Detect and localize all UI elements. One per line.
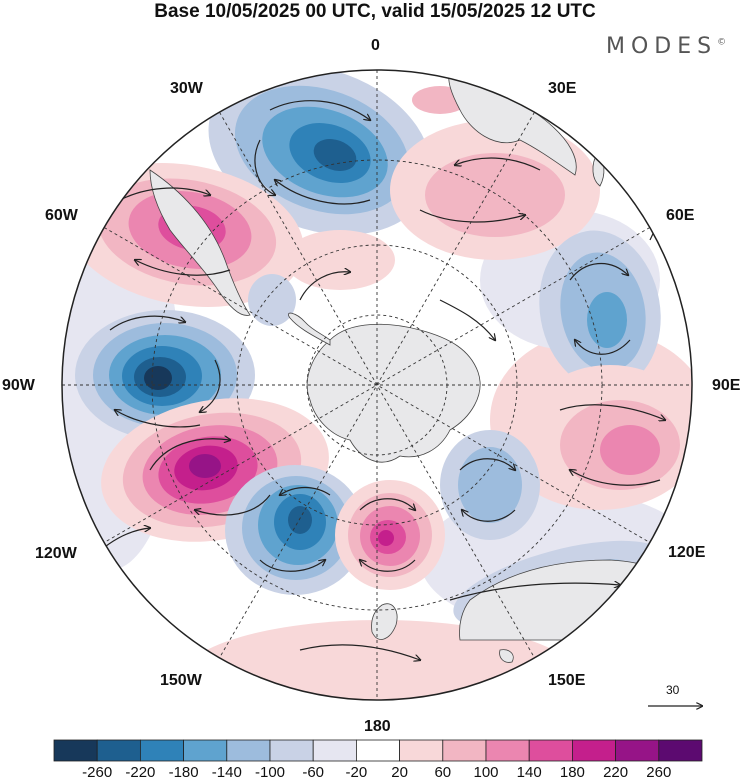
colorbar-swatch — [528, 739, 573, 762]
streamline — [299, 272, 350, 301]
colorbar-swatch — [183, 739, 228, 762]
colorbar-tick-label: -140 — [211, 764, 242, 781]
colorbar-tick-label: 60 — [434, 764, 452, 781]
colorbar-tick-label: 180 — [559, 764, 585, 781]
colorbar-tick-label: -220 — [125, 764, 156, 781]
lon-label-150w: 150W — [160, 672, 202, 689]
antarctica — [306, 323, 481, 463]
streamline — [459, 458, 515, 470]
streamline — [569, 262, 628, 281]
streamline — [570, 470, 661, 486]
lon-label-30w: 30W — [170, 80, 203, 97]
colorbar-tick-label: 140 — [516, 764, 542, 781]
lon-label-120e: 120E — [668, 544, 706, 561]
lon-label-120w: 120W — [35, 545, 77, 562]
colorbar-tick-label: -180 — [168, 764, 199, 781]
new-zealand — [371, 603, 398, 640]
streamline — [455, 157, 541, 171]
streamline — [275, 180, 371, 205]
chart-title: Base 10/05/2025 00 UTC, valid 15/05/2025… — [154, 1, 596, 22]
streamline — [115, 410, 201, 428]
colorbar-tick-label: -100 — [254, 764, 286, 781]
streamline — [280, 486, 331, 496]
colorbar-tick-label: 260 — [646, 764, 672, 781]
anomaly-ridge-ross-sea — [335, 480, 445, 590]
streamline — [575, 340, 631, 355]
lon-label-30e: 30E — [548, 80, 577, 97]
streamline — [449, 583, 620, 601]
colorbar-tick-label: -260 — [82, 764, 113, 781]
tasmania — [499, 649, 514, 663]
streamline — [559, 404, 665, 420]
colorbar-swatch — [226, 739, 271, 762]
colorbar — [53, 739, 703, 762]
streamline — [359, 498, 415, 510]
streamline — [269, 100, 370, 120]
colorbar-tick-label: 220 — [603, 764, 629, 781]
streamline — [439, 299, 495, 340]
anomaly-bg-positive-south — [180, 620, 580, 700]
streamline — [299, 644, 420, 660]
streamline — [119, 187, 210, 201]
brand-logo: MODES© — [606, 34, 727, 59]
streamline — [195, 494, 271, 516]
anomaly-trough-south-pacific-west — [75, 310, 255, 440]
colorbar-swatch — [485, 739, 530, 762]
streamline — [419, 209, 525, 223]
colorbar-swatch — [269, 739, 314, 762]
antarctic-peninsula — [288, 312, 331, 346]
colorbar-tick-label: 20 — [391, 764, 408, 781]
colorbar-swatch — [399, 739, 444, 762]
streamline — [149, 439, 230, 471]
streamline — [200, 359, 221, 412]
map-frame — [61, 69, 693, 701]
colorbar-swatch — [312, 739, 357, 762]
colorbar-swatch — [442, 739, 487, 762]
streamline — [259, 560, 325, 572]
reference-vector-label: 30 — [666, 683, 680, 697]
lon-label-150e: 150E — [548, 672, 586, 689]
lon-label-0: 0 — [371, 37, 380, 54]
graticule — [62, 70, 692, 700]
colorbar-swatch — [96, 739, 141, 762]
anomaly-trough-indian-ocean — [539, 230, 661, 390]
streamline — [360, 560, 416, 572]
south-america — [149, 169, 251, 316]
colorbar-swatch — [53, 739, 98, 762]
lon-label-60e: 60E — [666, 207, 695, 224]
colorbar-tick-label: -60 — [302, 764, 325, 781]
colorbar-swatch — [572, 739, 617, 762]
anomaly-trough-pacific — [225, 465, 365, 595]
lon-label-90e: 90E — [712, 377, 741, 394]
streamline — [254, 139, 275, 195]
lon-label-60w: 60W — [45, 207, 78, 224]
colorbar-swatch — [139, 739, 184, 762]
colorbar-swatch — [615, 739, 660, 762]
colorbar-swatch — [658, 739, 703, 762]
streamline — [135, 260, 231, 276]
colorbar-tick-label: -20 — [345, 764, 368, 781]
colorbar-tick-label: 100 — [473, 764, 499, 781]
colorbar-swatch — [355, 739, 400, 762]
streamline — [462, 510, 516, 522]
streamline — [109, 315, 185, 331]
anomaly-trough-australia — [440, 430, 540, 540]
lon-label-90w: 90W — [2, 377, 35, 394]
anomaly-ridge-east-indian — [525, 365, 692, 495]
lon-label-180: 180 — [364, 718, 391, 735]
